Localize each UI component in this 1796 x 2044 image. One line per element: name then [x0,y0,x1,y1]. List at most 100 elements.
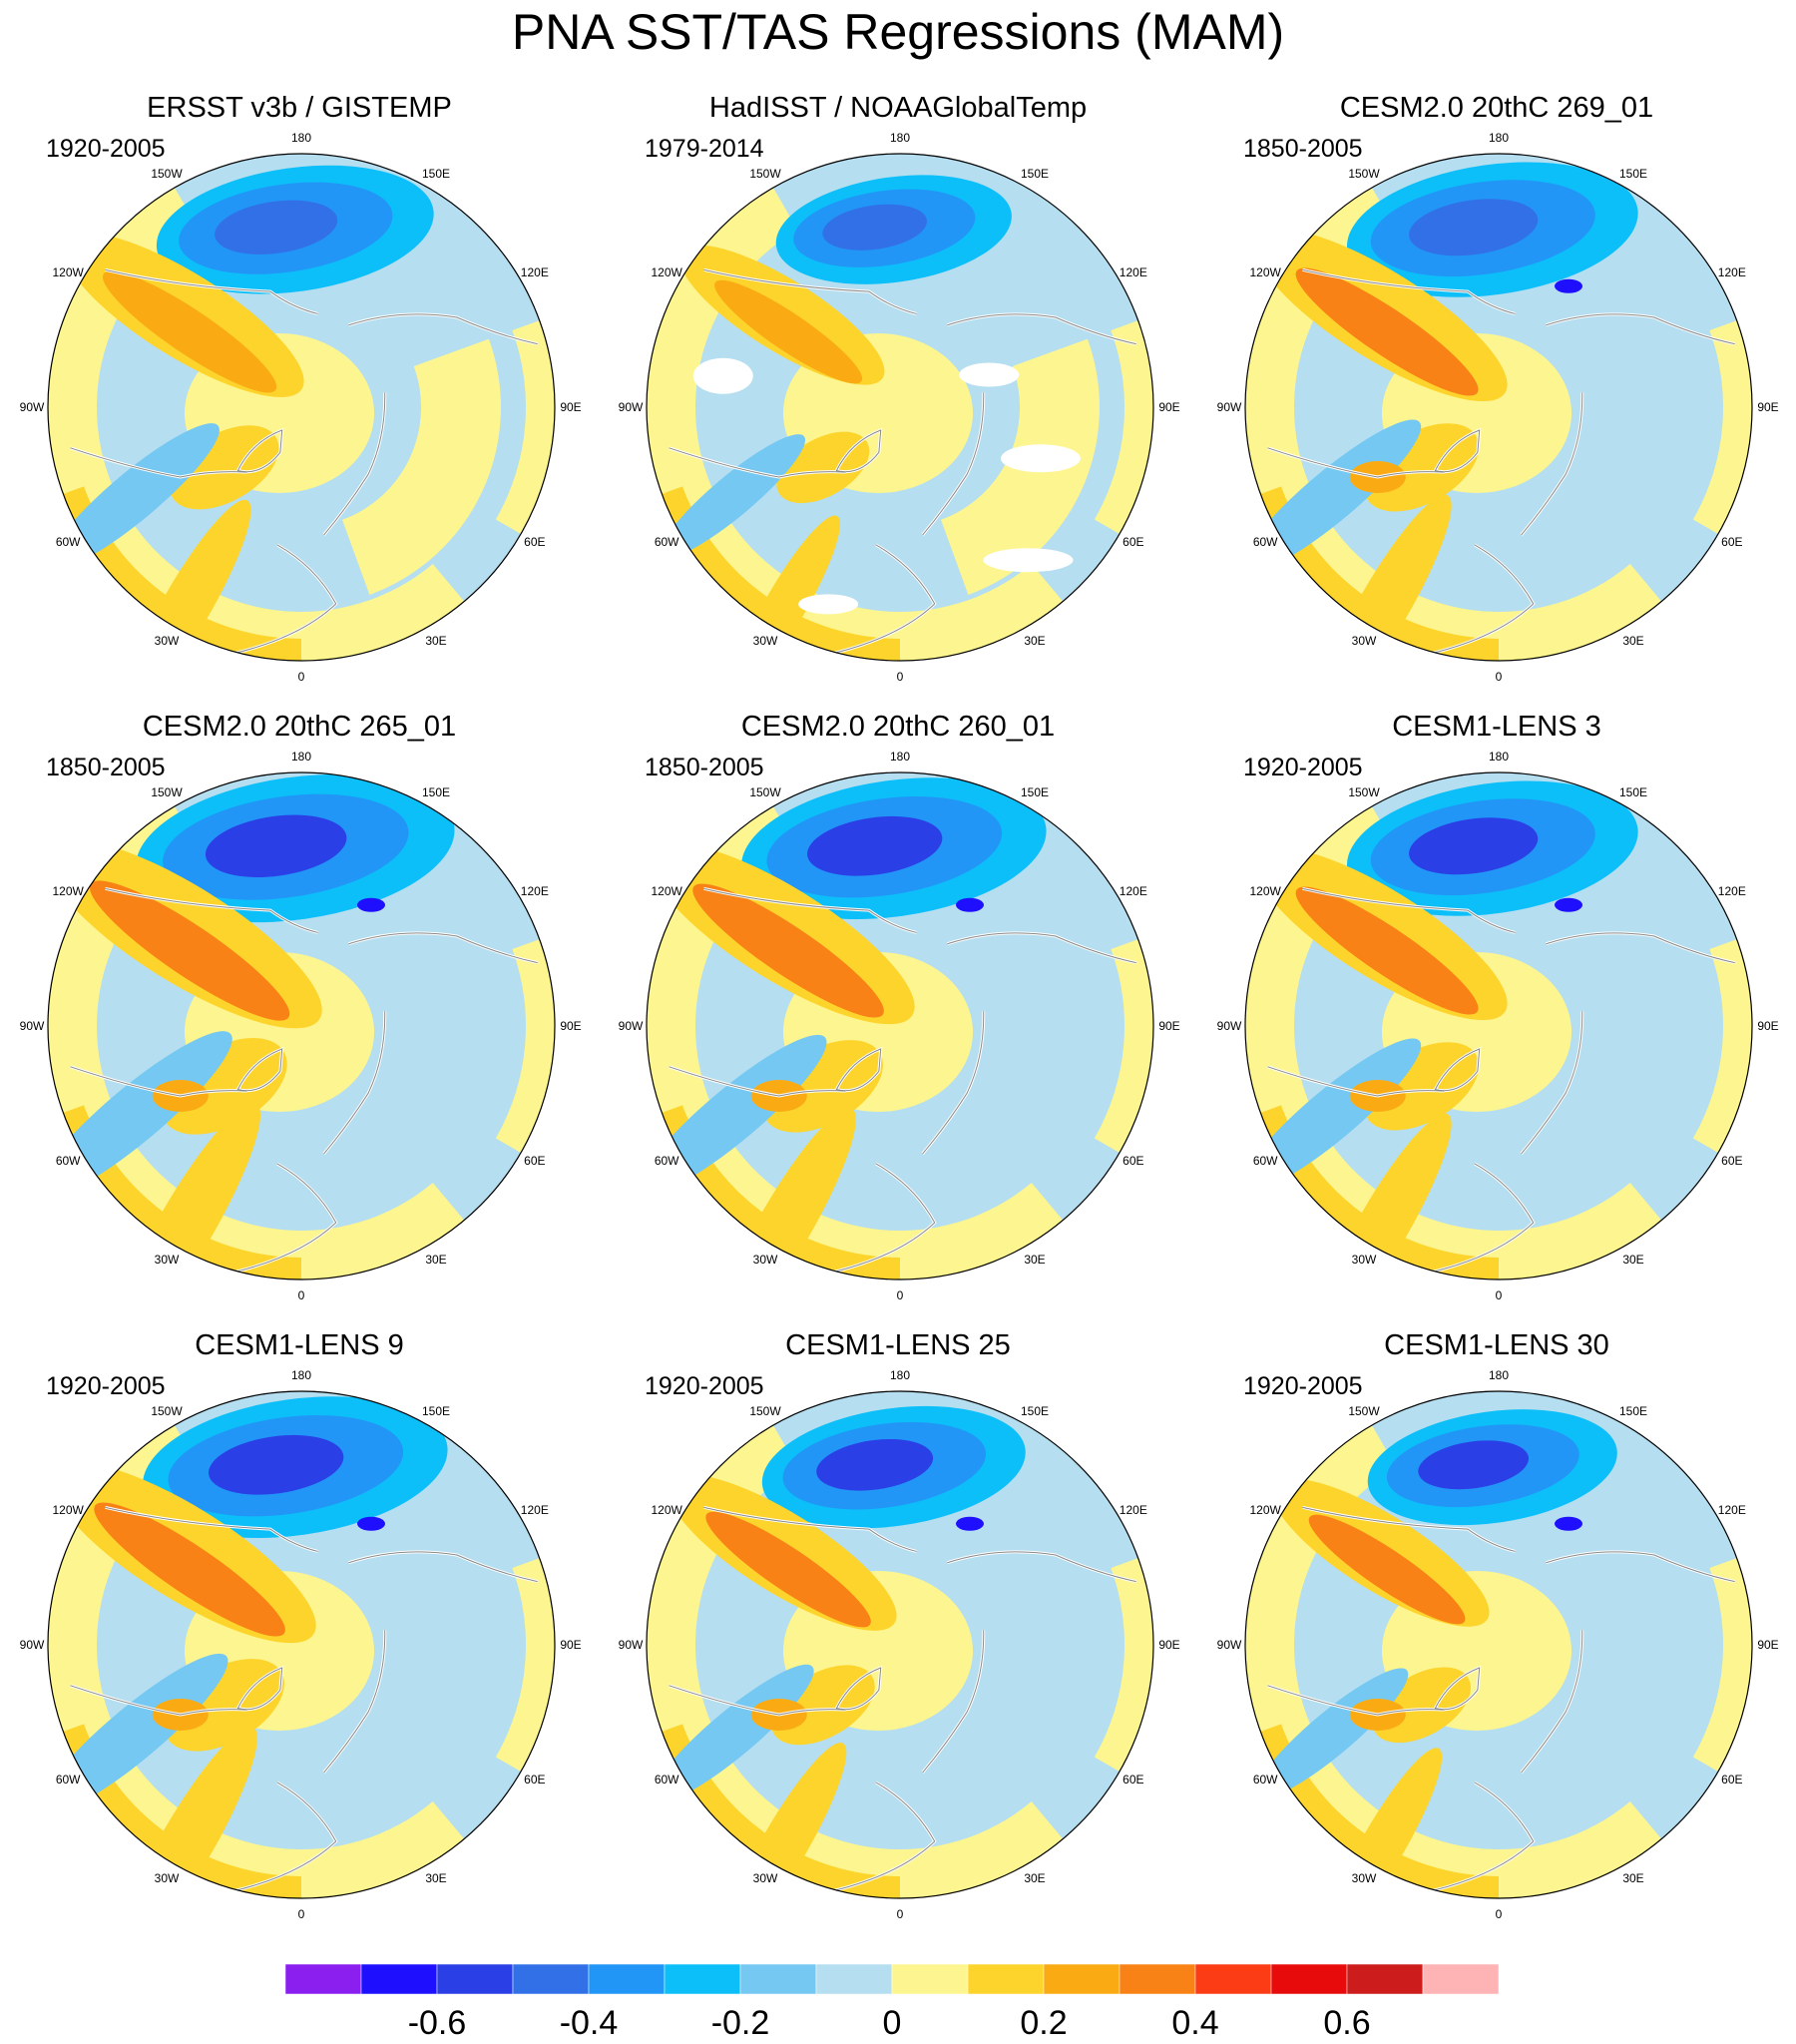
map-panel-lens-9: 180 150E 120E 90E 60E 30E 0 30W 60W 90W 120W 150W C… [0,1327,599,1946]
coastline [1267,447,1445,478]
anomaly-contour [1555,1516,1582,1531]
coastline [703,268,917,314]
missing-data-area [983,548,1074,573]
longitude-label: 90W [20,1638,45,1652]
coastline [348,1551,538,1583]
longitude-label: 60W [1253,1154,1278,1168]
longitude-label: 120W [1249,1503,1281,1517]
longitude-label: 30W [155,1871,180,1885]
coastline [70,1066,247,1097]
anomaly-contour [89,880,290,1021]
tropical-warm-band [48,1418,470,1898]
colorbar-swatch [815,1964,893,1995]
longitude-label: 150W [749,167,781,181]
tropical-warm-band [1245,799,1667,1279]
colorbar-tick-label: 0.2 [1020,2004,1067,2042]
longitude-label: 60W [56,1773,81,1787]
longitude-label: 90E [1158,400,1179,414]
panel-title: CESM1-LENS 9 [195,1329,404,1361]
longitude-label: 30W [753,1871,778,1885]
map-border [646,153,1154,662]
colorbar-tick-label: 0 [883,2004,902,2042]
map-panel-lens-25: 180 150E 120E 90E 60E 30E 0 30W 60W 90W 120W 150W C… [599,1327,1197,1946]
anomaly-contour [822,204,927,251]
longitude-label: 120W [1249,265,1281,279]
anomaly-contour [1409,199,1539,256]
longitude-label: 60W [1253,1773,1278,1787]
longitude-label: 120W [651,884,682,898]
longitude-label: 60E [1122,1154,1143,1168]
longitude-label: 90E [1158,1019,1179,1033]
colorbar-tick-label: -0.4 [560,2004,619,2042]
coastline [234,544,337,654]
colorbar-swatch [1270,1964,1348,1995]
panel-period: 1850-2005 [46,754,166,781]
anomaly-contour [118,1727,257,1898]
missing-data-area [798,594,859,615]
coastline [236,429,283,473]
coastline [1521,392,1583,536]
coastline [234,1163,337,1273]
longitude-label: 90E [560,1019,581,1033]
longitude-label: 30E [1024,634,1045,648]
coastline [1302,1506,1516,1552]
longitude-label: 30W [753,634,778,648]
missing-data-area [692,357,753,394]
longitude-label: 180 [890,1368,910,1382]
panel-title: CESM1-LENS 25 [785,1329,1011,1361]
coastline [105,887,318,933]
longitude-label: 30E [1024,1871,1045,1885]
anomaly-contour [956,897,984,912]
colorbar-swatch [285,1964,362,1995]
polar-map: 180 150E 120E 90E 60E 30E 0 30W 60W 90W 120W 150W [619,131,1180,684]
coastline [1302,268,1516,314]
coastline [236,1048,283,1092]
tropical-warm-band [1245,1418,1667,1898]
longitude-label: 150E [1619,167,1647,181]
panel-period: 1979-2014 [645,135,764,163]
colorbar-tick-label: -0.6 [408,2004,467,2042]
longitude-label: 60W [56,1154,81,1168]
longitude-label: 90E [1757,1019,1778,1033]
coastline [833,1782,936,1891]
map-panel-cesm2-265: 180 150E 120E 90E 60E 30E 0 30W 60W 90W 120W 150W C… [0,709,599,1327]
longitude-label: 60W [655,1773,679,1787]
longitude-label: 120W [52,1503,84,1517]
tropical-warm-band [647,1418,1069,1898]
longitude-label: 180 [1489,1368,1509,1382]
coastline [703,1506,917,1552]
longitude-label: 90W [20,400,45,414]
polar-map: 180 150E 120E 90E 60E 30E 0 30W 60W 90W 120W 150W [1217,131,1779,684]
longitude-label: 90W [619,1638,644,1652]
map-panel-lens-3: 180 150E 120E 90E 60E 30E 0 30W 60W 90W 120W 150W C… [1197,709,1796,1327]
panel-title: CESM2.0 20thC 269_01 [1339,92,1654,124]
coastline [669,1066,846,1097]
longitude-label: 90W [619,400,644,414]
anomaly-contour [209,1434,344,1495]
tropical-warm-band [1245,181,1667,661]
coastline [1302,887,1516,933]
longitude-label: 120W [651,265,682,279]
colorbar-swatch [588,1964,666,1995]
map-border [646,1390,1154,1899]
longitude-label: 120E [1120,1503,1147,1517]
coastline [1546,932,1735,964]
colorbar-tick-label: 0.4 [1171,2004,1218,2042]
longitude-label: 90W [1217,400,1242,414]
panel-title: CESM2.0 20thC 260_01 [740,711,1056,743]
coastline [669,447,846,478]
longitude-label: 30E [1622,634,1643,648]
longitude-label: 150E [422,167,450,181]
anomaly-contour [660,434,806,559]
longitude-label: 150W [749,1404,781,1418]
longitude-label: 60W [56,535,81,549]
panel-period: 1920-2005 [1243,1372,1363,1400]
longitude-label: 90W [619,1019,644,1033]
longitude-label: 120E [521,265,549,279]
coastline [1267,1066,1445,1097]
longitude-label: 0 [1496,1288,1503,1302]
longitude-label: 120E [1120,265,1147,279]
panel-period: 1920-2005 [1243,754,1363,781]
longitude-label: 150E [1619,1404,1647,1418]
coastline [947,313,1136,345]
